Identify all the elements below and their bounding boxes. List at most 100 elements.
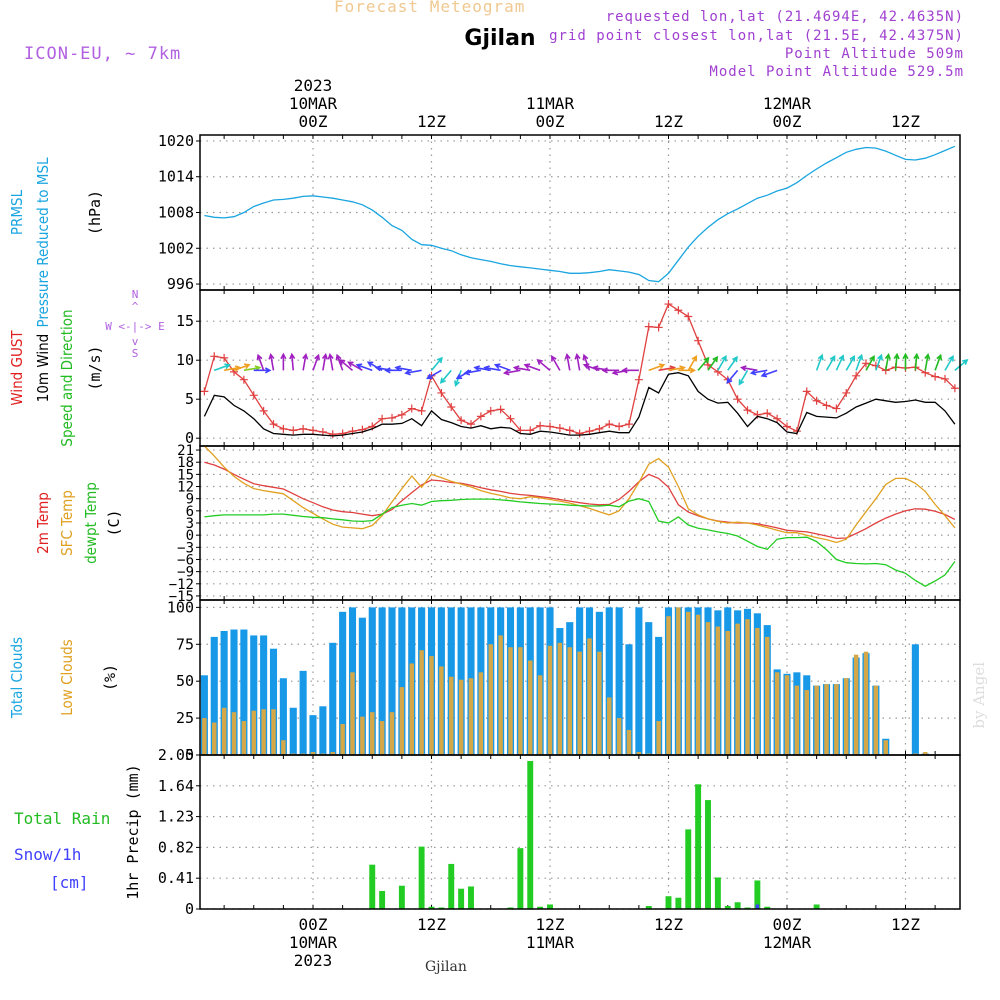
clouds-bar — [615, 607, 623, 755]
precip-bar — [428, 906, 435, 909]
precip-bar — [744, 907, 751, 909]
wind-arrowhead — [739, 365, 747, 372]
wind-arrow — [855, 355, 863, 371]
wind-arrow — [707, 356, 718, 371]
wind-arrowhead — [857, 353, 864, 361]
clouds-bar — [607, 697, 612, 755]
time-label-bottom: 11MAR — [526, 933, 575, 952]
gust-marker — [200, 387, 209, 396]
clouds-bar — [360, 716, 365, 755]
clouds-bar — [370, 712, 375, 755]
wind-arrow — [302, 354, 307, 371]
time-label-top: 12Z — [891, 112, 920, 131]
wind-arrowhead — [689, 367, 697, 374]
wind-arrowhead — [463, 369, 471, 376]
wind-arrowhead — [268, 352, 275, 360]
wind-axis-label: 10m Wind — [34, 334, 52, 403]
wind-arrow — [257, 355, 265, 371]
time-label-top: 00Z — [773, 112, 802, 131]
clouds-unit-label: (%) — [101, 664, 119, 691]
wind-arrow — [514, 366, 531, 372]
wind-arrow — [583, 355, 591, 371]
gust-marker — [783, 422, 791, 431]
compass-arrow-south: v — [132, 335, 139, 348]
wind-arrow — [914, 354, 918, 371]
wind-arrow — [551, 356, 561, 371]
temperature-panel — [196, 445, 961, 601]
wind-arrow — [648, 364, 665, 372]
wind-axis-label: Speed and Direction — [58, 309, 76, 446]
wind-arrow — [815, 355, 823, 371]
gust-marker — [210, 352, 219, 361]
clouds-bar — [289, 707, 297, 755]
ytick-label: 15 — [177, 467, 194, 483]
clouds-bar — [309, 715, 317, 755]
precip-bar — [724, 905, 731, 909]
compass-west-east: W <-|-> E — [105, 320, 165, 333]
pressure-unit-label: (hPa) — [86, 190, 104, 235]
wind-arrowhead — [749, 369, 757, 376]
wind-arrowhead — [384, 367, 391, 374]
clouds-bar — [557, 642, 563, 755]
precip-bar — [369, 864, 376, 909]
clouds-bar — [419, 650, 424, 755]
precip-bar — [438, 907, 445, 909]
wind-arrow — [524, 364, 541, 372]
clouds-bar — [863, 651, 869, 755]
wind-arrowhead — [564, 352, 571, 360]
precip-bar — [813, 904, 820, 909]
gust-marker — [812, 396, 821, 405]
time-label-bottom: 00Z — [773, 915, 802, 934]
clouds-bar — [528, 660, 533, 755]
clouds-bar — [844, 678, 849, 755]
gust-marker — [417, 406, 426, 415]
precip-bar — [418, 846, 425, 909]
clouds-bar — [774, 672, 780, 755]
ytick-label: 0 — [185, 900, 194, 918]
wind-arrowhead — [243, 363, 251, 370]
temperature-series-line — [204, 498, 956, 587]
ytick-label: 0.41 — [158, 869, 194, 887]
wind-arrowhead — [473, 365, 480, 372]
clouds-bar — [577, 651, 582, 755]
clouds-bar — [251, 710, 256, 755]
temperature-series-line — [204, 461, 956, 540]
wind-arrow — [566, 354, 571, 371]
wind-arrow — [456, 369, 472, 380]
clouds-bar — [439, 666, 444, 755]
wind-arrowhead — [224, 363, 231, 370]
wind-arrow — [322, 354, 327, 371]
clouds-bar — [200, 675, 208, 755]
gust-marker — [555, 424, 564, 433]
wind-arrow — [537, 359, 551, 371]
wind-arrow — [223, 366, 241, 372]
wind-arrowhead — [454, 380, 460, 387]
clouds-bar — [656, 721, 661, 755]
clouds-bar — [626, 729, 632, 755]
gust-marker — [565, 426, 574, 435]
gust-marker — [467, 420, 475, 429]
precip-bar — [527, 761, 534, 909]
wind-arrowhead — [436, 356, 443, 364]
precip-bar — [468, 886, 474, 909]
wind-arrowhead — [536, 358, 543, 366]
precip-bar — [398, 885, 405, 909]
precip-bar — [458, 888, 465, 909]
wind-arrowhead — [264, 367, 272, 374]
gust-marker — [694, 336, 703, 345]
precip-bar — [379, 890, 386, 909]
clouds-bar — [299, 670, 307, 755]
wind-arrow — [356, 364, 373, 372]
wind-arrowhead — [347, 361, 354, 368]
clouds-bar — [853, 654, 859, 755]
gust-marker — [239, 375, 248, 384]
wind-arrow — [835, 355, 844, 371]
gust-marker — [457, 416, 466, 425]
clouds-bar — [449, 676, 454, 755]
clouds-bar — [340, 724, 345, 755]
wind-arrow — [697, 357, 710, 371]
clouds-bar — [210, 636, 218, 755]
temperature-axis-label: SFC Temp — [58, 490, 76, 556]
gust-marker — [289, 426, 298, 435]
wind-arrow — [405, 369, 422, 374]
